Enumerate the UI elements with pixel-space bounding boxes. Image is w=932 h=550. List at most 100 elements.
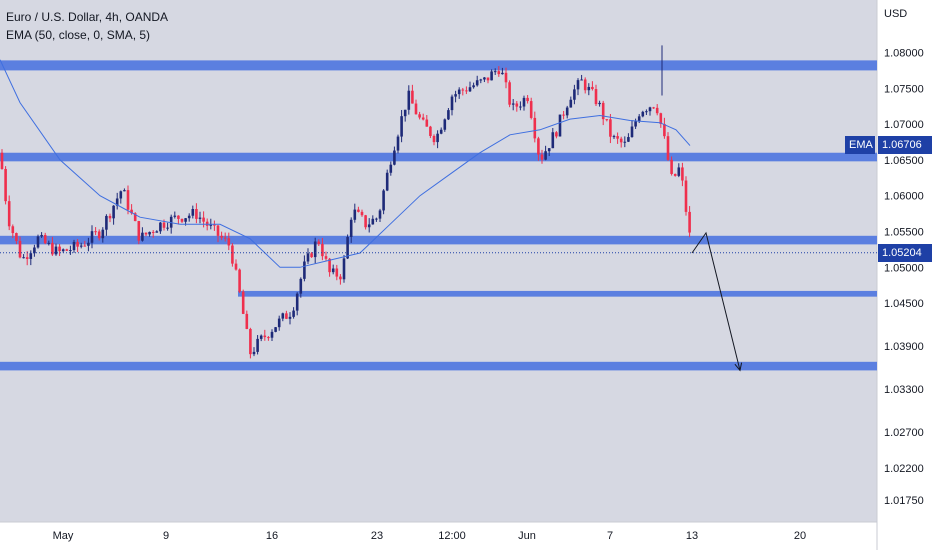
candle-body [443,119,447,130]
candle-body [303,261,306,279]
candle-body [497,71,501,75]
candle-body [425,119,429,127]
candle-body [101,229,105,239]
candle-body [202,217,205,222]
candle-body [191,209,195,216]
candle-body [454,94,457,97]
candle-body [537,138,540,155]
candle-body [364,215,367,228]
candle-body [216,225,220,236]
candle-body [583,79,587,91]
y-tick-label: 1.06500 [884,155,924,167]
candle-body [213,224,216,226]
candle-body [619,138,623,143]
candle-body [504,72,508,83]
candle-body [310,253,313,258]
x-tick-label: Jun [518,530,536,542]
candle-body [447,110,450,120]
indicator-title[interactable]: EMA (50, close, 0, SMA, 5) [6,28,151,42]
candle-body [378,210,382,219]
candle-body [162,222,166,228]
candle-body [115,198,119,206]
candle-body [670,159,673,174]
y-tick-label: 1.03300 [884,384,924,396]
axis-unit[interactable]: USD [884,8,908,20]
candle-body [479,79,483,81]
zone-band-4 [238,290,877,297]
candle-body [421,117,425,120]
candles-layer [0,45,691,359]
x-tick-label: 20 [794,530,806,542]
candle-body [551,132,555,149]
candle-body [43,234,47,244]
candle-body [267,337,270,339]
candle-body [22,257,25,259]
candle-body [72,241,76,251]
candle-body [241,291,245,314]
candle-body [565,107,569,116]
candle-body [90,231,94,243]
candle-body [306,253,310,262]
candle-body [65,249,69,251]
candle-body [130,209,133,214]
candle-body [123,190,126,192]
candle-body [288,316,292,319]
x-tick-label: 9 [163,530,169,542]
candle-body [58,246,61,252]
candle-body [177,215,180,219]
time-axis[interactable] [0,522,877,550]
candle-body [522,97,526,107]
candle-body [61,249,65,252]
candle-body [411,90,414,104]
x-tick-label: 23 [371,530,383,542]
y-tick-label: 1.08000 [884,48,924,60]
candle-body [7,201,11,227]
y-tick-label: 1.02200 [884,463,924,475]
projection-arrowhead [734,362,743,372]
candle-body [292,310,295,317]
plot-area[interactable] [0,0,877,522]
candle-body [54,246,58,255]
candle-body [526,97,529,102]
candle-body [544,151,547,160]
candle-body [223,237,227,239]
ema-line [0,59,691,268]
candle-body [475,80,479,86]
candle-body [159,222,162,232]
candle-body [40,234,43,237]
candle-body [591,86,594,90]
candle-body [346,236,349,259]
candle-body [173,215,177,217]
y-tick-label: 1.05500 [884,227,924,239]
candle-body [187,215,191,219]
candle-body [169,216,173,228]
candle-body [256,338,259,352]
candle-body [529,101,533,118]
candle-body [393,150,396,165]
x-tick-label: 12:00 [438,530,466,542]
candle-body [18,240,22,258]
zones-layer [0,60,877,371]
candle-body [580,79,583,81]
candle-body [166,227,169,229]
candle-body [375,218,378,220]
candle-body [501,72,504,75]
y-ticks: 1.08000 1.07500 1.07000 1.06500 1.06000 1.055… [884,48,924,508]
candle-body [227,238,231,246]
candle-body [108,215,112,219]
candle-body [490,71,493,81]
candle-body [270,331,274,338]
candle-body [688,211,691,233]
candle-body [69,250,72,252]
candle-body [313,241,317,258]
candle-body [231,245,234,264]
x-tick-label: 7 [607,530,613,542]
candle-body [609,119,612,137]
candle-body [562,114,565,116]
candle-body [198,217,202,219]
zone-band-5 [0,361,877,371]
candle-body [245,313,249,329]
symbol-title[interactable]: Euro / U.S. Dollar, 4h, OANDA [6,10,169,24]
candle-body [663,123,666,137]
